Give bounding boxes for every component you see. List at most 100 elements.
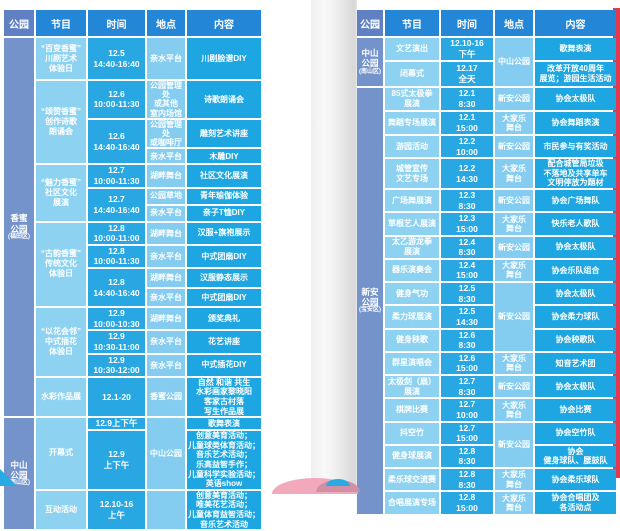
content-cell: 雕刻艺术讲座: [187, 119, 261, 148]
red-edge-strip: [613, 8, 620, 478]
content-cell: 自然 和谐 共生 水彩画家黎晓阳 客家古村落 写生作品展: [187, 377, 261, 417]
park-cell: 中山 公园 (南山区): [4, 418, 34, 530]
content-cell: 协会太极队: [535, 88, 616, 110]
content-cell: 协会柔力球队: [535, 306, 616, 328]
program-cell: 互动活动: [36, 490, 86, 530]
time-cell: 12.2 10:00: [441, 136, 493, 158]
time-cell: 12.3 8:30: [441, 190, 493, 212]
content-cell: 诗歌朗诵会: [187, 81, 261, 118]
header-program: 节目: [385, 10, 439, 36]
location-cell: 大家乐 舞台: [495, 112, 533, 134]
right-page-schedule-table: 公园 节目 时间 地点 内容 中山 公园 (南山区) 文艺演出 12.10-16 下午 中山公园 歌舞…: [355, 8, 618, 516]
location-cell: 新安公园: [495, 88, 533, 110]
content-cell: 协会乐队组合: [535, 259, 616, 282]
location-cell: 亲水平台: [147, 205, 185, 221]
header-content: 内容: [187, 10, 261, 36]
content-cell: 协会舞蹈表演: [535, 112, 616, 134]
program-cell: 文艺演出: [385, 38, 439, 60]
program-cell: 器乐演奏会: [385, 259, 439, 282]
time-cell: 12.1 15:00: [441, 112, 493, 134]
program-cell: 健身秧歌: [385, 329, 439, 351]
time-cell: 12.8 14:40-16:40: [88, 269, 145, 307]
program-cell: 抖空竹: [385, 422, 439, 444]
content-cell: 协会柔乐球队: [535, 469, 616, 491]
content-cell: 市民参与有奖活动: [535, 136, 616, 158]
page-fold-shadow: [311, 0, 357, 486]
park-cell: 新安 公园 (宝安区): [357, 88, 383, 514]
content-cell: 汉服+旗袍展示: [187, 222, 261, 244]
content-cell: 协会空竹队: [535, 422, 616, 444]
content-cell: 亲子T恤DIY: [187, 205, 261, 221]
time-cell: 12.9 10:00-10:30: [88, 308, 145, 330]
location-cell: 大家乐 舞台: [495, 159, 533, 189]
program-cell: 闭幕式: [385, 62, 439, 86]
time-cell: 12.7 10:00: [441, 399, 493, 421]
location-cell: [147, 490, 185, 530]
location-cell: 湖畔舞台: [147, 308, 185, 330]
program-cell: 舞蹈专场展演: [385, 112, 439, 134]
content-cell: 协会太极队: [535, 283, 616, 305]
time-cell: 12.2 14:30: [441, 159, 493, 189]
time-cell: 12.1 8:30: [441, 88, 493, 110]
location-cell: 公园管理处 或咖啡厅: [147, 119, 185, 148]
content-cell: 歌舞表演: [187, 418, 261, 430]
location-cell: 新安公园: [495, 190, 533, 212]
location-cell: 新安公园: [495, 136, 533, 158]
location-cell: 新安公园: [495, 376, 533, 398]
program-cell: 柔乐球交流赛: [385, 469, 439, 491]
header-location: 地点: [147, 10, 185, 36]
time-cell: 12.6 8:30: [441, 329, 493, 351]
location-cell: 大家乐 舞台: [495, 492, 533, 514]
location-cell: 新安公园: [495, 236, 533, 258]
program-cell: 柔力球展演: [385, 306, 439, 328]
time-cell: 12.7 8:30: [441, 376, 493, 398]
program-cell: “古韵香蜜” 传统文化 体验日: [36, 222, 86, 307]
location-cell: 湖畔舞台: [147, 269, 185, 288]
location-cell: 亲水平台: [147, 354, 185, 376]
program-cell: 开幕式: [36, 418, 86, 489]
time-cell: 12.9 10:30-12:00: [88, 354, 145, 376]
location-cell: 新安公园: [495, 283, 533, 351]
program-cell: “魅力香蜜” 社区文化 展演: [36, 165, 86, 221]
location-cell: 大家乐 舞台: [495, 469, 533, 491]
time-cell: 12.9 上下午: [88, 431, 145, 489]
left-page-schedule-table: 公园 节目 时间 地点 内容 香蜜 公园 (福田区) “百变香蜜” 川剧艺术 体验日 12.5 1…: [2, 8, 263, 531]
location-cell: 亲水平台: [147, 149, 185, 164]
header-content: 内容: [535, 10, 616, 36]
header-time: 时间: [88, 10, 145, 36]
time-cell: 12.7 14:40-16:40: [88, 188, 145, 221]
location-cell: 亲水平台: [147, 331, 185, 353]
time-cell: 12.6 14:40-16:40: [88, 119, 145, 164]
content-cell: 协会比赛: [535, 399, 616, 421]
time-cell: 12.9 10:30-11:00: [88, 331, 145, 353]
location-cell: 湖畔舞台: [147, 165, 185, 187]
header-program: 节目: [36, 10, 86, 36]
content-cell: 配合城管局垃圾 不落地及共享单车 文明停放为题材: [535, 159, 616, 189]
content-cell: 汉服静态展示: [187, 269, 261, 288]
time-cell: 12.5 8:30: [441, 283, 493, 305]
header-park: 公园: [357, 10, 383, 36]
location-cell: 中山公园: [495, 38, 533, 86]
program-cell: 游园活动: [385, 136, 439, 158]
content-cell: 协会 健身球队、腰鼓队: [535, 445, 616, 468]
program-cell: 太乙游龙拳 展演: [385, 236, 439, 258]
location-cell: 大家乐 舞台: [495, 352, 533, 375]
content-cell: 木雕DIY: [187, 149, 261, 164]
program-cell: 城管宣传 文艺专场: [385, 159, 439, 189]
time-cell: 12.8 10:00-11:30: [88, 245, 145, 268]
header-location: 地点: [495, 10, 533, 36]
time-cell: 12.8 15:00: [441, 492, 493, 514]
program-cell: 群星演唱会: [385, 352, 439, 375]
program-cell: “颂赞香蜜” 创作诗歌 朗诵会: [36, 81, 86, 164]
content-cell: 改革开放40周年 展览；游园生活活动: [535, 62, 616, 86]
time-cell: 12.8 8:30: [441, 469, 493, 491]
location-cell: 亲水平台: [147, 289, 185, 307]
program-cell: 健身气功: [385, 283, 439, 305]
content-cell: 颁奖典礼: [187, 308, 261, 330]
content-cell: 青年瑜伽体验: [187, 188, 261, 204]
content-cell: 快乐老人歌队: [535, 213, 616, 235]
content-cell: 歌舞表演: [535, 38, 616, 60]
content-cell: 中式团扇DIY: [187, 289, 261, 307]
program-cell: 85式太极拳 展演: [385, 88, 439, 110]
program-cell: 广场舞展演: [385, 190, 439, 212]
